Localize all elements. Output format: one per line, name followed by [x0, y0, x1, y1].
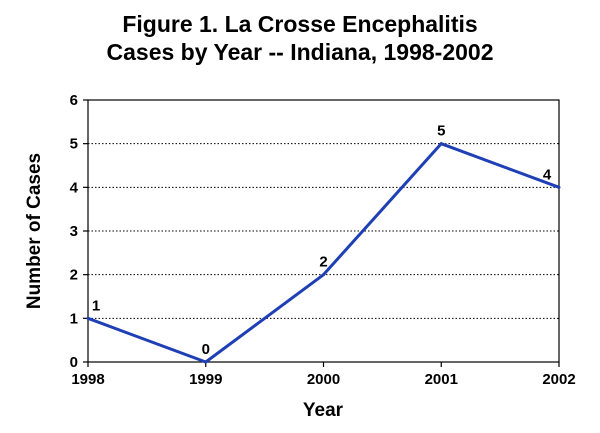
chart-title: Figure 1. La Crosse Encephalitis Cases b… [0, 10, 600, 66]
data-point [86, 316, 90, 320]
x-tick-label: 2001 [425, 371, 458, 388]
y-tick-label: 0 [70, 354, 78, 371]
x-axis-label: Year [303, 400, 344, 421]
y-tick-label: 5 [70, 136, 78, 153]
y-tick-label: 3 [70, 223, 78, 240]
data-label: 5 [437, 123, 445, 140]
y-tick-label: 1 [70, 310, 78, 327]
chart-title-line-1: Figure 1. La Crosse Encephalitis [122, 11, 478, 37]
y-axis-label: Number of Cases [24, 153, 45, 309]
data-point [322, 273, 325, 277]
x-tick-label: 2000 [307, 371, 340, 388]
y-axis-ticks: 0 1 2 3 4 5 6 [70, 92, 88, 371]
x-axis-ticks: 1998 1999 2000 2001 2002 [71, 362, 576, 388]
data-label: 4 [543, 166, 552, 183]
y-tick-label: 4 [70, 179, 79, 196]
chart-title-line-2: Cases by Year -- Indiana, 1998-2002 [106, 39, 494, 65]
y-tick-label: 6 [70, 92, 78, 109]
data-point [204, 360, 208, 364]
data-label: 0 [202, 341, 210, 358]
data-point [557, 185, 561, 189]
data-labels: 1 0 2 5 4 [86, 123, 561, 364]
data-label: 2 [319, 254, 327, 271]
data-label: 1 [92, 297, 100, 314]
x-tick-label: 1998 [71, 371, 104, 388]
x-tick-label: 1999 [189, 371, 222, 388]
gridlines [88, 143, 559, 319]
data-point [439, 142, 443, 146]
x-tick-label: 2002 [542, 371, 575, 388]
y-tick-label: 2 [70, 267, 78, 284]
